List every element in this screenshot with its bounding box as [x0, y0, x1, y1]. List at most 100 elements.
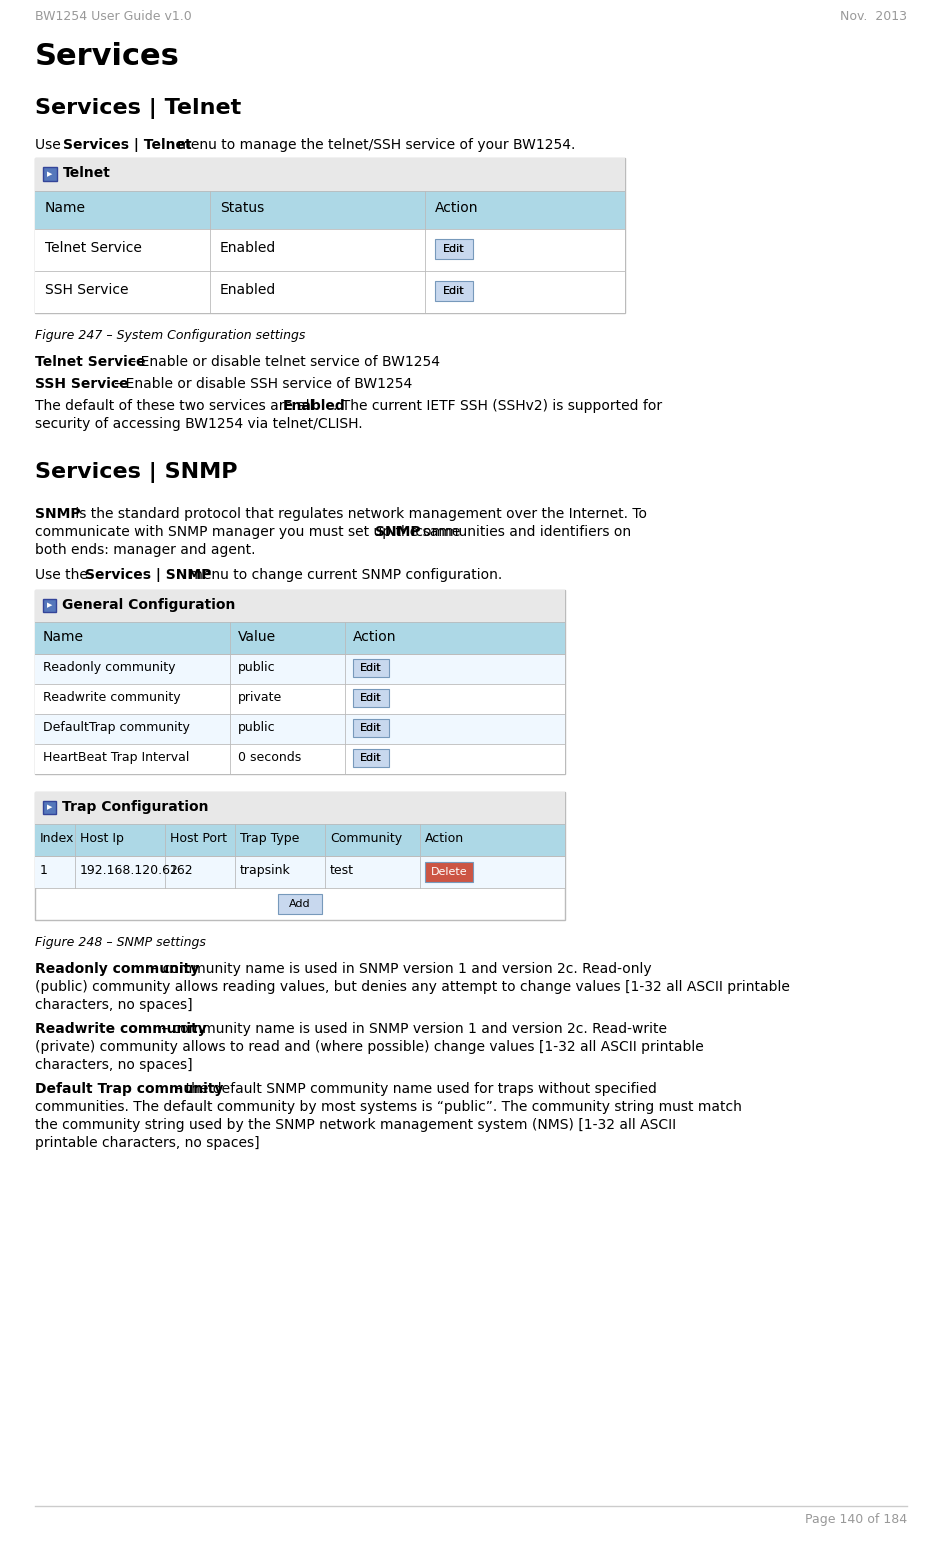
Text: Edit: Edit	[443, 287, 464, 296]
Text: Default Trap community: Default Trap community	[35, 1082, 223, 1096]
Text: Edit: Edit	[360, 723, 382, 734]
Text: Figure 247 – System Configuration settings: Figure 247 – System Configuration settin…	[35, 328, 305, 342]
Bar	[35, 271, 625, 313]
Text: Services | SNMP: Services | SNMP	[85, 569, 211, 582]
Text: Readonly community: Readonly community	[35, 962, 200, 975]
Bar	[35, 159, 625, 313]
Bar	[435, 239, 473, 259]
Text: The default of these two services are all: The default of these two services are al…	[35, 399, 317, 413]
Text: Edit: Edit	[360, 663, 382, 673]
Text: . The current IETF SSH (SSHv2) is supported for: . The current IETF SSH (SSHv2) is suppor…	[333, 399, 662, 413]
Text: – the default SNMP community name used for traps without specified: – the default SNMP community name used f…	[170, 1082, 657, 1096]
Text: Telnet: Telnet	[63, 166, 111, 180]
Text: Edit: Edit	[360, 663, 382, 673]
Bar	[425, 861, 473, 881]
Text: communities. The default community by most systems is “public”. The community st: communities. The default community by mo…	[35, 1100, 742, 1114]
Text: SNMP: SNMP	[375, 525, 421, 539]
Text: Readonly community: Readonly community	[43, 661, 175, 673]
Text: menu to change current SNMP configuration.: menu to change current SNMP configuratio…	[185, 569, 502, 582]
Text: – community name is used in SNMP version 1 and version 2c. Read-only: – community name is used in SNMP version…	[147, 962, 652, 975]
Text: Nov.  2013: Nov. 2013	[840, 9, 907, 23]
Text: – Enable or disable telnet service of BW1254: – Enable or disable telnet service of BW…	[125, 354, 440, 368]
Bar	[35, 159, 625, 191]
Text: Page 140 of 184: Page 140 of 184	[804, 1513, 907, 1526]
Text: is the standard protocol that regulates network management over the Internet. To: is the standard protocol that regulates …	[71, 507, 647, 521]
Text: Delete: Delete	[430, 868, 467, 877]
Text: Trap Configuration: Trap Configuration	[62, 800, 208, 814]
Text: BW1254 User Guide v1.0: BW1254 User Guide v1.0	[35, 9, 192, 23]
Text: SSH Service: SSH Service	[45, 284, 128, 297]
Text: both ends: manager and agent.: both ends: manager and agent.	[35, 542, 255, 556]
Text: security of accessing BW1254 via telnet/CLISH.: security of accessing BW1254 via telnet/…	[35, 418, 363, 431]
Bar	[35, 744, 565, 774]
Text: DefaultTrap community: DefaultTrap community	[43, 721, 190, 734]
Text: 1: 1	[40, 865, 48, 877]
Text: Action: Action	[435, 200, 479, 216]
Text: 162: 162	[170, 865, 194, 877]
Bar	[353, 720, 389, 737]
Bar	[35, 230, 625, 271]
Text: Enabled: Enabled	[220, 284, 276, 297]
Text: Enabled: Enabled	[283, 399, 346, 413]
Text: ▶: ▶	[47, 603, 52, 609]
Text: ▶: ▶	[47, 804, 52, 811]
Text: Status: Status	[220, 200, 265, 216]
Text: Name: Name	[45, 200, 86, 216]
Text: – Enable or disable SSH service of BW1254: – Enable or disable SSH service of BW125…	[110, 378, 413, 391]
Text: Add: Add	[289, 898, 311, 909]
Text: Telnet Service: Telnet Service	[45, 240, 142, 254]
Text: Edit: Edit	[360, 754, 382, 763]
Bar	[35, 792, 565, 824]
Bar	[353, 660, 389, 676]
Text: Edit: Edit	[443, 243, 464, 254]
Bar	[35, 653, 565, 684]
Text: public: public	[238, 661, 276, 673]
Text: Value: Value	[238, 630, 276, 644]
Text: printable characters, no spaces]: printable characters, no spaces]	[35, 1136, 260, 1150]
Bar	[43, 599, 56, 612]
Text: General Configuration: General Configuration	[62, 598, 236, 612]
Bar	[35, 623, 565, 653]
Text: communities and identifiers on: communities and identifiers on	[411, 525, 631, 539]
Bar	[353, 689, 389, 707]
Text: private: private	[238, 690, 283, 704]
Text: Telnet Service: Telnet Service	[35, 354, 145, 368]
Text: test: test	[330, 865, 354, 877]
Text: Edit: Edit	[360, 693, 382, 703]
Text: Index: Index	[40, 832, 74, 844]
Bar	[435, 280, 473, 300]
Text: Services | SNMP: Services | SNMP	[35, 462, 237, 482]
Text: Edit: Edit	[443, 243, 464, 254]
Text: Use: Use	[35, 139, 65, 153]
Text: – community name is used in SNMP version 1 and version 2c. Read-write: – community name is used in SNMP version…	[157, 1022, 667, 1036]
Text: (private) community allows to read and (where possible) change values [1-32 all : (private) community allows to read and (…	[35, 1040, 704, 1054]
Text: characters, no spaces]: characters, no spaces]	[35, 999, 192, 1012]
Text: Action: Action	[353, 630, 397, 644]
Text: Readwrite community: Readwrite community	[35, 1022, 206, 1036]
Text: Name: Name	[43, 630, 84, 644]
Text: trapsink: trapsink	[240, 865, 291, 877]
Text: Host Ip: Host Ip	[80, 832, 124, 844]
Text: Use the: Use the	[35, 569, 92, 582]
Text: 192.168.120.62: 192.168.120.62	[80, 865, 179, 877]
Text: Enabled: Enabled	[220, 240, 276, 254]
Text: Host Port: Host Port	[170, 832, 227, 844]
Text: the community string used by the SNMP network management system (NMS) [1-32 all : the community string used by the SNMP ne…	[35, 1119, 676, 1133]
Text: Edit: Edit	[443, 287, 464, 296]
Text: Services | Telnet: Services | Telnet	[63, 139, 191, 153]
Text: Community: Community	[330, 832, 402, 844]
Bar	[35, 191, 625, 230]
Bar	[43, 166, 57, 180]
Text: Edit: Edit	[360, 723, 382, 734]
Bar	[35, 824, 565, 855]
Text: Edit: Edit	[360, 754, 382, 763]
Text: Services | Telnet: Services | Telnet	[35, 99, 241, 119]
Text: SSH Service: SSH Service	[35, 378, 129, 391]
Text: SNMP: SNMP	[35, 507, 81, 521]
Text: menu to manage the telnet/SSH service of your BW1254.: menu to manage the telnet/SSH service of…	[173, 139, 576, 153]
Bar	[35, 792, 565, 920]
Text: HeartBeat Trap Interval: HeartBeat Trap Interval	[43, 750, 189, 764]
Text: Trap Type: Trap Type	[240, 832, 300, 844]
Text: Services: Services	[35, 42, 180, 71]
Bar	[278, 894, 322, 914]
